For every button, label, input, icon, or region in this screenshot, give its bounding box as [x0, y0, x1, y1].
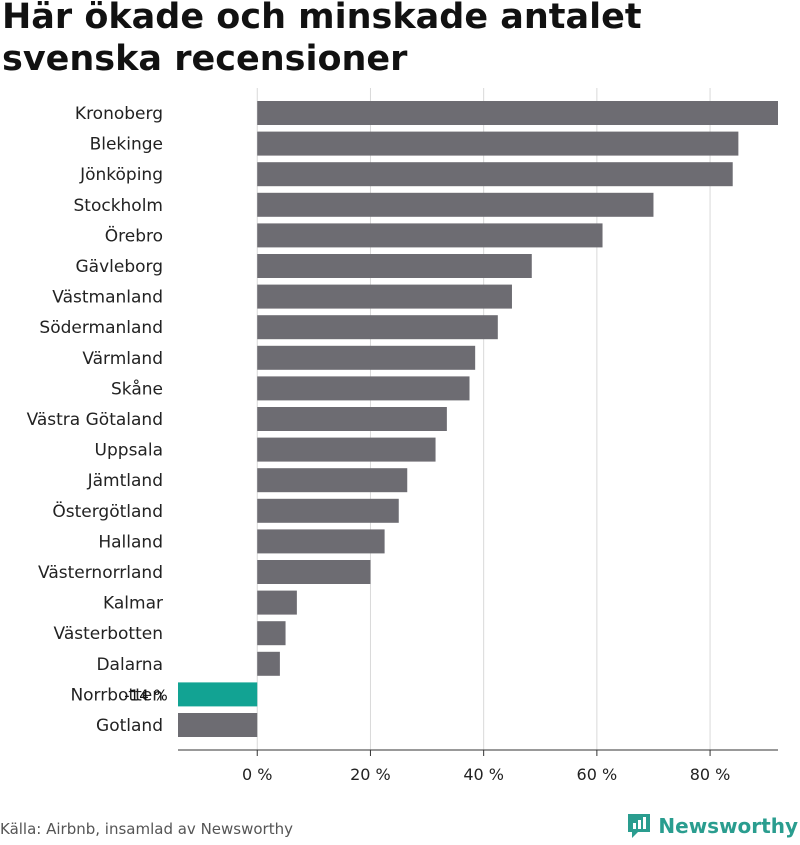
bar: [257, 621, 286, 646]
category-label: Kronoberg: [75, 104, 163, 124]
category-label: Jönköping: [79, 165, 163, 185]
bar: [257, 223, 603, 248]
bar: [257, 131, 739, 156]
category-labels: Kronoberg Blekinge Jönköping Stockholm Örebr…: [27, 104, 163, 736]
brand-logo: Newsworthy: [626, 812, 798, 840]
category-label: Blekinge: [90, 135, 163, 155]
category-label: Västmanland: [52, 288, 163, 308]
category-label: Skåne: [111, 378, 163, 399]
bar: [257, 101, 779, 125]
bar: [257, 498, 399, 523]
bars: [178, 101, 779, 737]
x-axis: 0 % 20 % 40 % 60 % 80 %: [178, 749, 778, 784]
bar: [257, 560, 371, 584]
x-tick-label: 80 %: [690, 765, 731, 784]
bar: [257, 315, 498, 340]
category-label: Värmland: [82, 349, 163, 369]
bar-chart: Kronoberg Blekinge Jönköping Stockholm Örebr…: [27, 88, 779, 784]
x-tick-label: 20 %: [350, 765, 391, 784]
bar: [257, 345, 476, 370]
category-label: Stockholm: [73, 196, 163, 216]
chart-title: Här ökade och minskade antalet svenska r…: [2, 0, 642, 79]
x-tick-label: 60 %: [577, 765, 618, 784]
bar: [178, 713, 258, 737]
bar: [257, 437, 436, 462]
category-label: Uppsala: [95, 441, 163, 461]
annotations: -14 %: [124, 686, 168, 704]
category-label: Dalarna: [96, 655, 163, 675]
category-label: Södermanland: [39, 318, 163, 338]
category-label: Kalmar: [103, 594, 163, 614]
bar: [257, 407, 447, 431]
x-tick-label: 0 %: [242, 765, 272, 784]
category-label: Gotland: [96, 716, 163, 736]
category-label: Västernorrland: [38, 563, 163, 583]
category-label: Västerbotten: [54, 624, 163, 644]
category-label: Jämtland: [87, 471, 163, 491]
bar: [257, 284, 512, 309]
bar: [257, 376, 470, 401]
category-label: Östergötland: [52, 500, 163, 522]
category-label: Örebro: [105, 224, 163, 246]
category-label: Gävleborg: [75, 257, 163, 277]
bar: [178, 682, 258, 707]
data-label: -14 %: [124, 686, 168, 704]
bar: [257, 192, 654, 217]
bar: [257, 254, 532, 278]
category-label: Västra Götaland: [27, 410, 163, 430]
x-tick-label: 40 %: [463, 765, 504, 784]
source-note: Källa: Airbnb, insamlad av Newsworthy: [0, 820, 293, 838]
bar: [257, 162, 733, 187]
brand-name: Newsworthy: [658, 814, 798, 838]
bar: [257, 590, 297, 615]
category-label: Norrbotten: [70, 685, 163, 705]
bar: [257, 468, 408, 493]
bar: [257, 651, 280, 676]
category-label: Halland: [98, 532, 163, 552]
newsworthy-logo-icon: [628, 814, 651, 838]
bar: [257, 529, 385, 554]
